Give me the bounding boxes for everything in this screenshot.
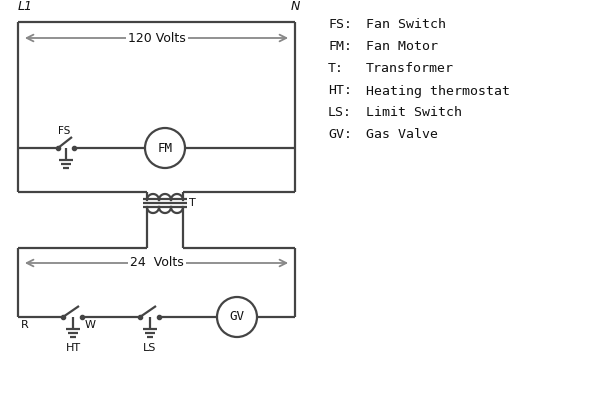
Text: T:: T:: [328, 62, 344, 76]
Text: Gas Valve: Gas Valve: [366, 128, 438, 142]
Text: GV:: GV:: [328, 128, 352, 142]
Text: Heating thermostat: Heating thermostat: [366, 84, 510, 98]
Text: L1: L1: [18, 0, 33, 14]
Text: HT: HT: [65, 343, 81, 353]
Text: FS: FS: [58, 126, 70, 136]
Text: GV: GV: [230, 310, 244, 324]
Text: FS:: FS:: [328, 18, 352, 32]
Text: R: R: [21, 320, 29, 330]
Text: 24  Volts: 24 Volts: [130, 256, 183, 270]
Text: LS:: LS:: [328, 106, 352, 120]
Text: FM: FM: [158, 142, 172, 154]
Text: T: T: [189, 198, 196, 208]
Text: LS: LS: [143, 343, 157, 353]
Text: W: W: [85, 320, 96, 330]
Text: HT:: HT:: [328, 84, 352, 98]
Text: FM:: FM:: [328, 40, 352, 54]
Text: Transformer: Transformer: [366, 62, 454, 76]
Text: Limit Switch: Limit Switch: [366, 106, 462, 120]
Text: Fan Switch: Fan Switch: [366, 18, 446, 32]
Text: N: N: [290, 0, 300, 14]
Text: 120 Volts: 120 Volts: [127, 32, 185, 44]
Text: Fan Motor: Fan Motor: [366, 40, 438, 54]
